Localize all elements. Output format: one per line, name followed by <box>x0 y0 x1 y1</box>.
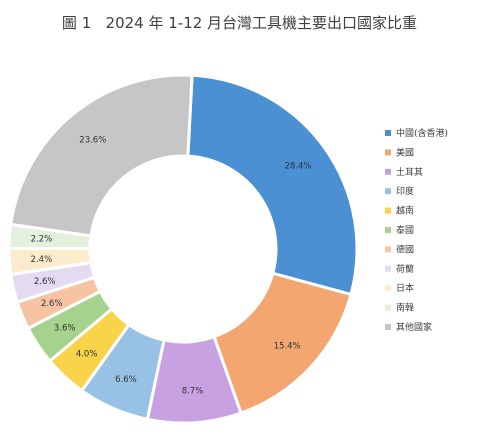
data-label-2: 8.7% <box>182 387 204 397</box>
legend-label-2: 土耳其 <box>396 166 423 178</box>
legend-swatch-10 <box>385 324 391 330</box>
legend-swatch-4 <box>385 207 391 214</box>
legend-swatch-2 <box>385 168 391 175</box>
legend-swatch-0 <box>385 130 391 136</box>
data-label-3: 6.6% <box>115 375 137 385</box>
data-label-6: 2.6% <box>41 299 63 309</box>
legend-swatch-6 <box>385 246 391 253</box>
data-label-9: 2.2% <box>31 235 53 245</box>
legend-label-8: 日本 <box>396 282 414 294</box>
legend-label-6: 德國 <box>396 243 414 255</box>
data-label-4: 4.0% <box>76 349 98 359</box>
chart-title: 圖 1 2024 年 1-12 月台灣工具機主要出口國家比重 <box>61 14 418 32</box>
legend-swatch-8 <box>385 285 391 292</box>
data-label-7: 2.6% <box>34 277 56 287</box>
legend-label-7: 荷蘭 <box>396 263 414 275</box>
data-labels-group: 28.4% 15.4% 8.7% 6.6% 4.0% 3.6% 2.6% 2.6% 2.4% 2.… <box>31 135 312 396</box>
legend-label-5: 泰國 <box>396 224 414 236</box>
legend-label-1: 美國 <box>396 146 414 158</box>
slice-0 <box>186 73 359 297</box>
legend-swatch-1 <box>385 149 391 156</box>
data-label-1: 15.4% <box>274 342 301 352</box>
legend-label-9: 南韓 <box>396 302 414 314</box>
legend-label-4: 越南 <box>396 205 414 217</box>
data-label-0: 28.4% <box>284 162 311 172</box>
legend-swatch-9 <box>385 304 391 311</box>
legend-swatch-5 <box>385 227 391 233</box>
slice-10 <box>9 73 194 238</box>
legend-swatch-7 <box>385 265 391 272</box>
data-label-5: 3.6% <box>54 324 76 334</box>
legend-label-10: 其他國家 <box>396 321 432 333</box>
slices-group <box>7 73 359 425</box>
legend-label-0: 中國(含香港) <box>396 127 448 139</box>
legend-swatch-3 <box>385 188 391 195</box>
data-label-10: 23.6% <box>79 135 106 145</box>
data-label-8: 2.4% <box>31 255 53 265</box>
legend-label-3: 印度 <box>396 185 414 197</box>
